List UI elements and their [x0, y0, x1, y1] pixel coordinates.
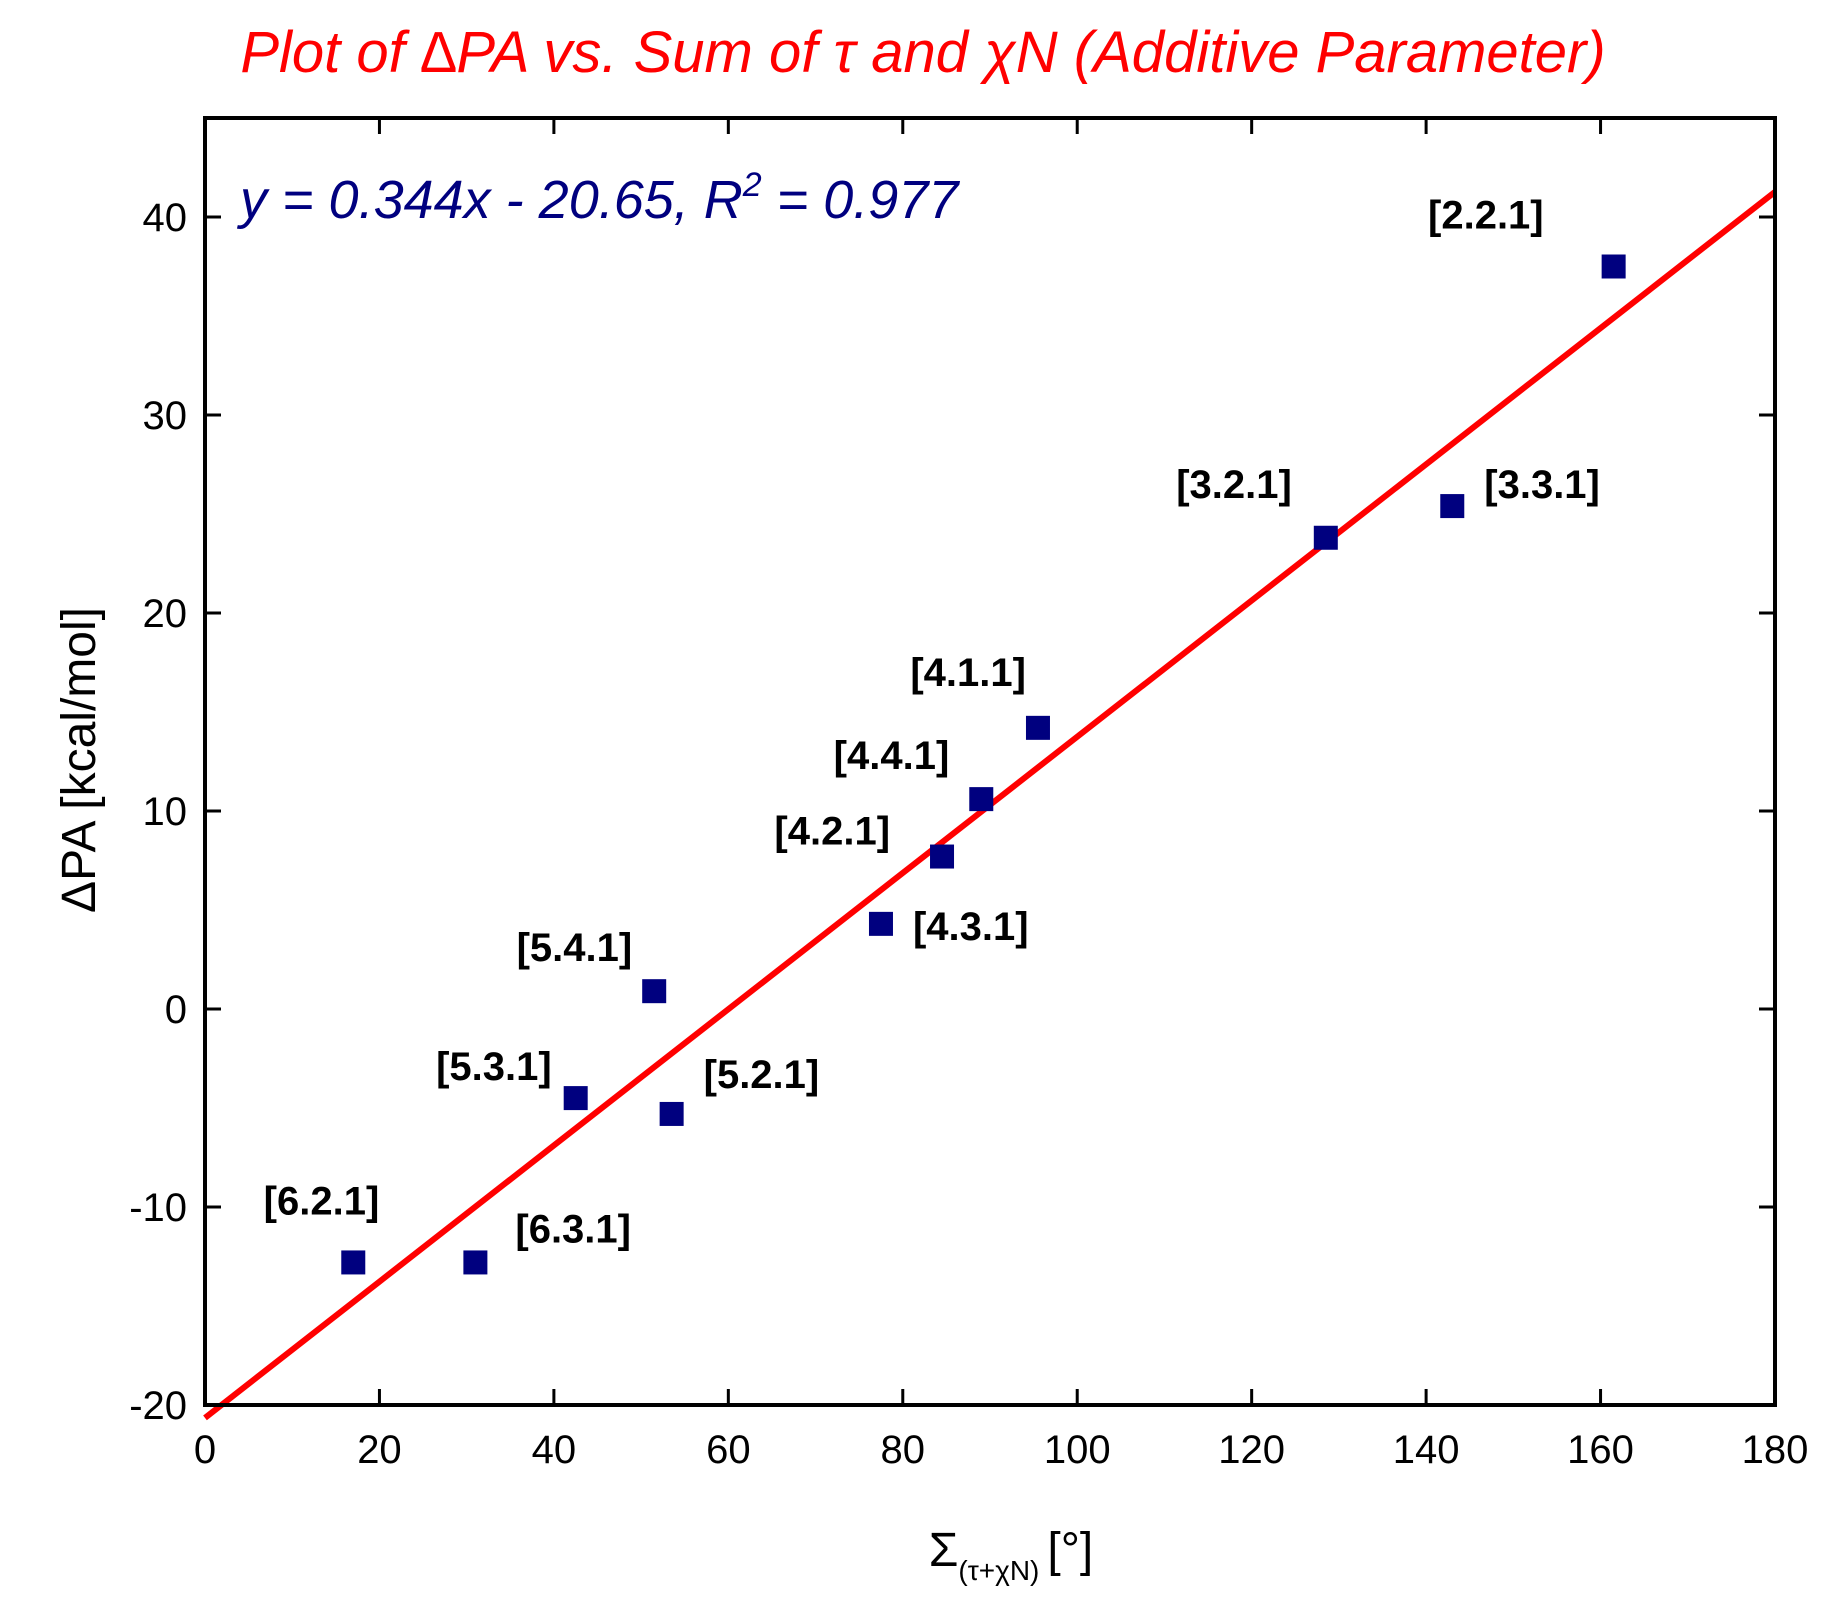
- y-tick-label: -10: [129, 1186, 187, 1230]
- data-point: [1313, 525, 1338, 550]
- chart-title: Plot of ∆PA vs. Sum of τ and χN (Additiv…: [240, 20, 1605, 85]
- data-point: [642, 979, 667, 1004]
- data-point: [563, 1086, 588, 1111]
- x-tick-label: 140: [1393, 1428, 1460, 1472]
- plot-frame: [203, 116, 1777, 1407]
- data-point: [969, 787, 994, 812]
- data-point: [1601, 254, 1626, 279]
- x-axis-label: Σ(τ+χN) [°]: [929, 1524, 1094, 1586]
- data-point-label: [3.2.1]: [1176, 463, 1292, 507]
- data-point: [463, 1250, 488, 1275]
- equation-superscript: 2: [742, 166, 762, 204]
- data-point-labels: [2.2.1] [3.3.1] [3.2.1] [4.1.1] [4.4.1] [4.2.…: [264, 194, 1600, 1252]
- data-point: [930, 844, 955, 869]
- x-tick-label: 120: [1218, 1428, 1285, 1472]
- x-tick-label: 20: [357, 1428, 402, 1472]
- y-tick-label: 40: [143, 196, 188, 240]
- data-point-label: [2.2.1]: [1428, 194, 1544, 238]
- data-point-label: [5.3.1]: [436, 1045, 552, 1089]
- y-tick-label: 30: [143, 394, 188, 438]
- equation-text: y = 0.344x - 20.65, R: [236, 170, 743, 230]
- axis-ticks: [203, 118, 1777, 1407]
- x-axis-unit: [°]: [1047, 1524, 1093, 1577]
- x-tick-label: 60: [706, 1428, 751, 1472]
- data-point-label: [6.3.1]: [515, 1207, 631, 1251]
- axis-tick-labels: 0 20 40 60 80 100 120 140 160 180 -20 -10 0 10 20 30 40: [129, 196, 1808, 1472]
- data-point-label: [5.2.1]: [704, 1053, 820, 1097]
- y-tick-label: 0: [165, 988, 187, 1032]
- data-point-label: [5.4.1]: [517, 926, 633, 970]
- data-point: [1025, 715, 1050, 740]
- data-point-label: [4.1.1]: [910, 651, 1026, 695]
- equation-annotation: y = 0.344x - 20.65, R2 = 0.977: [236, 166, 960, 230]
- x-tick-label: 80: [881, 1428, 926, 1472]
- data-markers: [341, 254, 1626, 1275]
- data-point: [868, 911, 893, 936]
- x-tick-label: 100: [1044, 1428, 1111, 1472]
- data-point: [341, 1250, 366, 1275]
- x-tick-label: 180: [1742, 1428, 1809, 1472]
- y-tick-label: -20: [129, 1384, 187, 1428]
- x-tick-label: 40: [532, 1428, 577, 1472]
- data-point-label: [6.2.1]: [264, 1179, 380, 1223]
- y-tick-label: 20: [143, 592, 188, 636]
- data-point-label: [4.4.1]: [834, 734, 950, 778]
- y-axis-label: ΔPA [kcal/mol]: [53, 607, 106, 913]
- data-point: [1440, 494, 1465, 519]
- data-point-label: [4.3.1]: [913, 905, 1029, 949]
- x-tick-label: 160: [1567, 1428, 1634, 1472]
- y-tick-label: 10: [143, 790, 188, 834]
- x-axis-sigma: Σ: [929, 1524, 959, 1577]
- data-point: [659, 1101, 684, 1126]
- plot-area: 0 20 40 60 80 100 120 140 160 180-20-10010203040 …: [129, 116, 1808, 1472]
- x-tick-label: 0: [194, 1428, 216, 1472]
- x-axis-subscript: (τ+χN): [958, 1555, 1039, 1586]
- equation-r2-value: = 0.977: [762, 170, 961, 230]
- data-point-label: [3.3.1]: [1484, 463, 1600, 507]
- data-point-label: [4.2.1]: [774, 810, 890, 854]
